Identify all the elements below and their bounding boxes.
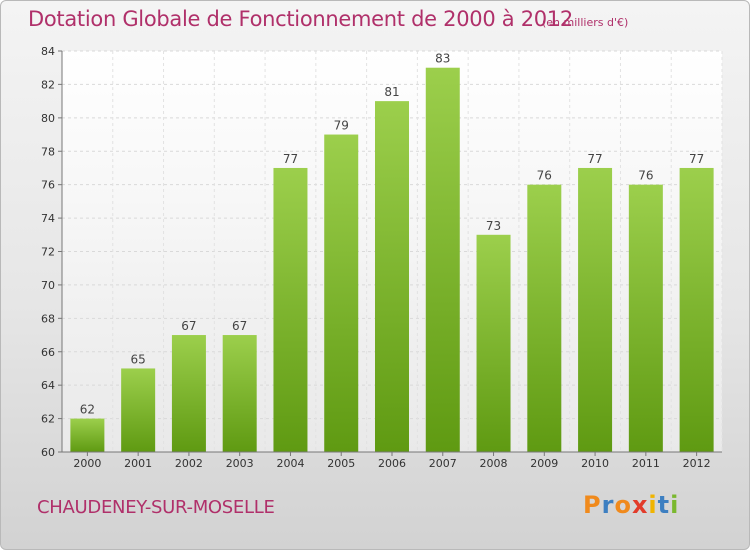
logo-letter: i [670, 491, 680, 519]
chart-title: Dotation Globale de Fonctionnement de 20… [28, 7, 573, 31]
y-tick-label: 70 [41, 279, 55, 292]
y-tick-label: 78 [41, 145, 55, 158]
x-tick-label: 2010 [581, 457, 609, 470]
x-tick-label: 2000 [73, 457, 101, 470]
x-tick-label: 2008 [480, 457, 508, 470]
bar-value-label: 76 [537, 169, 552, 183]
bar [222, 335, 257, 452]
proxiti-logo: Proxiti [583, 491, 679, 519]
bar [70, 418, 105, 452]
x-tick-label: 2004 [276, 457, 304, 470]
bar-value-label: 67 [232, 319, 247, 333]
bar [121, 368, 156, 452]
bar-value-label: 77 [283, 152, 298, 166]
y-tick-label: 82 [41, 78, 55, 91]
x-tick-label: 2011 [632, 457, 660, 470]
logo-letter: r [601, 491, 615, 519]
bar-value-label: 67 [181, 319, 196, 333]
commune-name: CHAUDENEY-SUR-MOSELLE [37, 497, 275, 518]
chart-subtitle: (en milliers d'€) [542, 16, 629, 29]
x-tick-label: 2002 [175, 457, 203, 470]
bar [425, 67, 460, 452]
bar [679, 167, 714, 453]
logo-letter: o [614, 491, 632, 519]
y-tick-label: 76 [41, 179, 55, 192]
bar-value-label: 81 [384, 85, 399, 99]
y-tick-label: 60 [41, 446, 55, 459]
y-tick-label: 62 [41, 413, 55, 426]
bar [628, 184, 663, 452]
x-tick-label: 2012 [683, 457, 711, 470]
logo-letter: t [657, 491, 671, 519]
y-tick-label: 68 [41, 312, 55, 325]
bar [171, 335, 206, 452]
bar-value-label: 73 [486, 219, 501, 233]
bar [273, 167, 308, 453]
bar [476, 234, 511, 452]
y-tick-label: 80 [41, 112, 55, 125]
logo-letter: i [648, 491, 658, 519]
x-tick-label: 2001 [124, 457, 152, 470]
bar-value-label: 79 [334, 119, 349, 133]
bar-value-label: 83 [435, 52, 450, 66]
logo-letter: P [583, 491, 602, 519]
y-tick-label: 74 [41, 212, 55, 225]
bar-value-label: 77 [689, 152, 704, 166]
bar [375, 101, 409, 452]
y-tick-label: 72 [41, 246, 55, 259]
x-tick-label: 2003 [226, 457, 254, 470]
logo-letter: x [631, 491, 649, 519]
y-tick-label: 84 [41, 45, 55, 58]
y-tick-label: 64 [41, 379, 55, 392]
x-tick-label: 2009 [530, 457, 558, 470]
bar [578, 167, 613, 453]
x-tick-label: 2007 [429, 457, 457, 470]
bar-value-label: 62 [80, 403, 95, 417]
bar [324, 134, 359, 452]
bar [527, 184, 562, 452]
bar-value-label: 65 [131, 352, 146, 366]
x-tick-label: 2006 [378, 457, 406, 470]
x-tick-label: 2005 [327, 457, 355, 470]
bar-value-label: 77 [587, 152, 602, 166]
y-tick-label: 66 [41, 346, 55, 359]
bar-value-label: 76 [638, 169, 653, 183]
